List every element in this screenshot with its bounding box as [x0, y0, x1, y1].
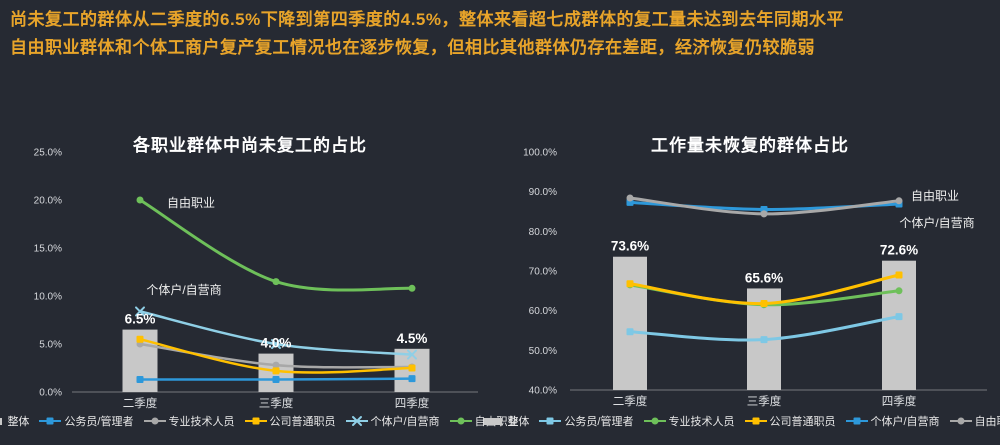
legend-line-swatch-icon [539, 417, 562, 425]
line-series [136, 375, 416, 383]
legend-label: 整体 [7, 416, 30, 428]
line-series [626, 313, 903, 344]
legend-line-swatch-icon [244, 417, 267, 425]
line-series [136, 196, 416, 292]
svg-text:个体户/自营商: 个体户/自营商 [146, 282, 221, 297]
legend-item: 专业技术人员 [143, 413, 235, 429]
svg-text:73.6%: 73.6% [611, 239, 649, 254]
chart-right-plot-area: 40.0% 50.0% 60.0% 70.0% 80.0% 90.0% 100.0% 二季度 三… [523, 147, 987, 408]
legend-label: 自由职业 [974, 416, 1000, 428]
line-series [136, 335, 416, 375]
legend-label: 公务员/管理者 [564, 416, 634, 428]
legend-line-swatch-icon [845, 417, 868, 425]
headline-line-1: 尚未复工的群体从二季度的6.5%下降到第四季度的4.5%，整体来看超七成群体的复… [10, 10, 844, 29]
chart-panel-unreturned-share: 各职业群体中尚未复工的占比 0.0% 5.0% 10.0% 15.0% 20.0% 25.… [0, 136, 519, 429]
bar-data-labels: 6.5% 4.0% 4.5% [125, 312, 428, 351]
legend-line-swatch-icon [449, 417, 472, 425]
legend-item: 公司普通职员 [744, 413, 836, 429]
legend-label: 专业技术人员 [168, 416, 235, 428]
chart-left-plot-area: 0.0% 5.0% 10.0% 15.0% 20.0% 25.0% 二季度 三季度 四季度 6.5… [34, 148, 478, 410]
legend-line-swatch-icon [345, 416, 368, 426]
legend-label: 公司普通职员 [769, 416, 836, 428]
svg-text:50.0%: 50.0% [529, 346, 557, 357]
legend-item: 公务员/管理者 [38, 413, 134, 429]
legend-item: 专业技术人员 [643, 413, 735, 429]
svg-text:自由职业: 自由职业 [167, 196, 215, 210]
svg-text:4.0%: 4.0% [261, 336, 292, 351]
legend-item: 个体户/自营商 [845, 413, 940, 429]
y-axis-tick-labels: 40.0% 50.0% 60.0% 70.0% 80.0% 90.0% 100.0% [523, 147, 557, 396]
svg-text:自由职业: 自由职业 [911, 189, 959, 203]
svg-text:6.5%: 6.5% [125, 312, 156, 327]
legend-label: 公司普通职员 [269, 416, 336, 428]
chart-left-title: 各职业群体中尚未复工的占比 [133, 136, 367, 155]
legend-item: 个体户/自营商 [345, 413, 440, 429]
legend-label: 个体户/自营商 [370, 416, 440, 428]
legend-line-swatch-icon [643, 417, 666, 425]
chart-right-title: 工作量未恢复的群体占比 [651, 136, 849, 155]
svg-text:90.0%: 90.0% [529, 187, 557, 198]
legend-line-swatch-icon [744, 417, 767, 425]
legend-line-swatch-icon [39, 417, 62, 425]
line-series [135, 306, 417, 360]
svg-text:二季度: 二季度 [123, 396, 158, 410]
svg-text:40.0%: 40.0% [529, 386, 557, 397]
headline: 尚未复工的群体从二季度的6.5%下降到第四季度的4.5%，整体来看超七成群体的复… [10, 6, 844, 62]
line-series [626, 194, 903, 218]
legend-item: 自由职业 [949, 413, 1000, 429]
svg-text:四季度: 四季度 [395, 396, 430, 410]
svg-text:60.0%: 60.0% [529, 306, 557, 317]
bar-data-labels: 73.6% 65.6% 72.6% [611, 239, 918, 286]
legend-bar-swatch-icon [0, 418, 3, 425]
svg-text:三季度: 三季度 [747, 394, 782, 408]
legend-item: 公司普通职员 [244, 413, 336, 429]
chart-right-legend: 整体 公务员/管理者 专业技术人员 公司普通职员 个体户/自营商 自由职业 [484, 413, 1000, 429]
legend-line-swatch-icon [949, 417, 972, 425]
chart-panel-workload-not-recovered: 工作量未恢复的群体占比 40.0% 50.0% 60.0% 70.0% 80.0% 90.… [484, 0, 1000, 445]
svg-text:15.0%: 15.0% [34, 244, 62, 255]
svg-text:10.0%: 10.0% [34, 292, 62, 303]
svg-text:25.0%: 25.0% [34, 148, 62, 159]
x-axis-category-labels: 二季度 三季度 四季度 [613, 394, 917, 408]
svg-text:80.0%: 80.0% [529, 227, 557, 238]
legend-label: 专业技术人员 [668, 416, 735, 428]
svg-text:100.0%: 100.0% [523, 147, 557, 158]
legend-item: 整体 [0, 413, 29, 429]
svg-text:二季度: 二季度 [613, 394, 648, 408]
legend-item: 公务员/管理者 [538, 413, 634, 429]
legend-line-swatch-icon [143, 417, 166, 425]
legend-label: 个体户/自营商 [870, 416, 940, 428]
svg-text:70.0%: 70.0% [529, 266, 557, 277]
legend-item: 整体 [481, 413, 529, 429]
svg-text:65.6%: 65.6% [745, 270, 783, 285]
svg-text:5.0%: 5.0% [39, 340, 62, 351]
svg-text:0.0%: 0.0% [39, 388, 62, 399]
svg-text:个体户/自营商: 个体户/自营商 [899, 215, 974, 230]
svg-text:4.5%: 4.5% [397, 331, 428, 346]
svg-text:四季度: 四季度 [882, 394, 917, 408]
y-axis-tick-labels: 0.0% 5.0% 10.0% 15.0% 20.0% 25.0% [34, 148, 62, 399]
x-axis-category-labels: 二季度 三季度 四季度 [123, 396, 430, 410]
legend-label: 公务员/管理者 [64, 416, 134, 428]
svg-text:三季度: 三季度 [259, 396, 294, 410]
legend-label: 整体 [507, 416, 530, 428]
svg-text:72.6%: 72.6% [880, 243, 918, 258]
line-series [626, 271, 903, 307]
legend-bar-swatch-icon [484, 418, 503, 425]
headline-line-2: 自由职业群体和个体工商户复产复工情况也在逐步恢复，但相比其他群体仍存在差距，经济… [10, 38, 815, 57]
svg-text:20.0%: 20.0% [34, 196, 62, 207]
